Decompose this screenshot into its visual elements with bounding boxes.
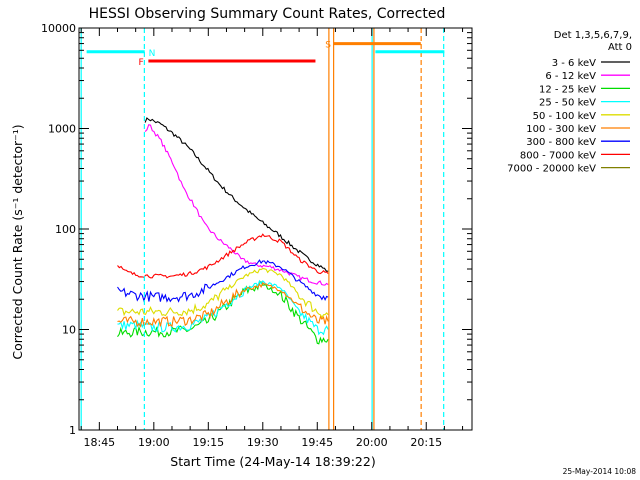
plot-area: NF S	[80, 28, 445, 430]
plot-frame	[78, 27, 473, 431]
series-line-2	[117, 281, 329, 345]
flag-label-S: S	[325, 41, 331, 51]
x-tick-label: 19:00	[138, 436, 170, 449]
series-line-6	[117, 259, 329, 303]
legend-label: 300 - 800 keV	[526, 137, 596, 148]
legend-label: 800 - 7000 keV	[520, 150, 596, 161]
flag-label-N: N	[149, 49, 156, 59]
legend-label: 50 - 100 keV	[533, 111, 597, 122]
legend-header-line: Att 0	[608, 42, 632, 53]
legend-label: 6 - 12 keV	[545, 71, 596, 82]
legend-label: 100 - 300 keV	[526, 124, 596, 135]
legend-label: 25 - 50 keV	[539, 98, 596, 109]
footer-date: 25-May-2014 10:08	[563, 467, 637, 476]
x-axis-label: Start Time (24-May-14 18:39:22)	[170, 454, 375, 469]
y-tick-label: 1	[69, 424, 76, 437]
axes: 1 10 100 1000 10000 18:45 19:00 19:15 19:30 19:45…	[41, 22, 473, 449]
y-tick-label: 1000	[48, 123, 76, 136]
x-tick-label: 20:15	[410, 436, 442, 449]
chart-title: HESSI Observing Summary Count Rates, Cor…	[89, 6, 446, 22]
series-line-3	[117, 279, 329, 336]
x-tick-label: 18:45	[83, 436, 115, 449]
y-axis-label: Corrected Count Rate (s⁻¹ detector⁻¹)	[10, 124, 25, 359]
series-line-0	[144, 117, 329, 272]
y-tick-label: 10000	[41, 22, 76, 35]
x-tick-label: 19:45	[301, 436, 333, 449]
legend: Det 1,3,5,6,7,9,Att 0 3 - 6 keV 6 - 12 keV…	[507, 30, 632, 175]
series-line-5	[117, 282, 329, 328]
flag-label-F: F	[139, 58, 144, 68]
x-tick-label: 19:30	[247, 436, 279, 449]
y-tick-label: 10	[62, 324, 76, 337]
legend-label: 12 - 25 keV	[539, 84, 596, 95]
x-tick-label: 19:15	[192, 436, 224, 449]
series-line-4	[117, 267, 329, 319]
legend-header-line: Det 1,3,5,6,7,9,	[554, 30, 632, 41]
y-tick-label: 100	[55, 223, 76, 236]
series-line-7	[117, 233, 329, 279]
x-tick-label: 20:00	[356, 436, 388, 449]
series-line-1	[144, 124, 329, 286]
legend-label: 7000 - 20000 keV	[507, 164, 596, 175]
legend-label: 3 - 6 keV	[552, 58, 596, 69]
